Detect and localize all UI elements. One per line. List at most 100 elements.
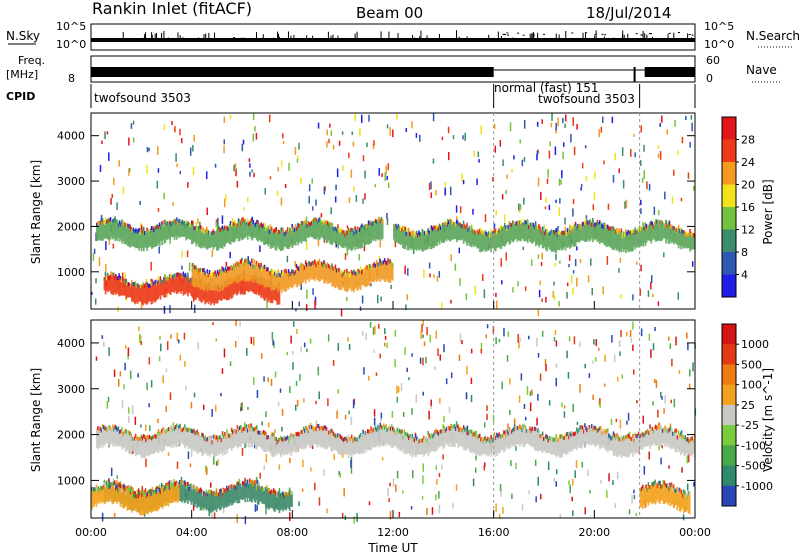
echo-speckle: [536, 150, 539, 158]
echo-band-column: [570, 434, 573, 451]
echo-band-column: [256, 279, 259, 293]
echo-speckle: [111, 482, 114, 487]
echo-band-column: [690, 233, 693, 250]
colorbar-tick-label: 16: [741, 201, 755, 214]
echo-speckle: [587, 221, 589, 226]
echo-band-column: [538, 432, 541, 451]
echo-band-column: [235, 264, 237, 282]
echo-speckle: [237, 262, 239, 267]
echo-band-column: [123, 486, 125, 509]
nsky-tick-top: 10^5: [56, 20, 86, 33]
echo-speckle: [531, 426, 534, 431]
echo-band-column: [640, 489, 643, 508]
echo-band-column: [337, 225, 339, 249]
echo-band-column: [232, 278, 235, 295]
echo-speckle: [600, 425, 602, 430]
echo-speckle: [376, 262, 379, 267]
echo-band-column: [333, 267, 336, 288]
echo-speckle: [474, 230, 476, 235]
echo-speckle: [235, 223, 237, 228]
echo-band-column: [262, 278, 265, 299]
echo-speckle: [223, 268, 226, 273]
echo-speckle: [306, 223, 308, 228]
echo-speckle: [184, 424, 186, 429]
echo-speckle: [425, 230, 427, 235]
echo-speckle: [361, 223, 363, 228]
echo-band-column: [475, 433, 478, 456]
echo-speckle: [657, 409, 659, 418]
echo-speckle: [98, 429, 100, 434]
echo-speckle: [556, 438, 559, 443]
echo-speckle: [243, 422, 246, 431]
echo-speckle: [239, 259, 242, 264]
echo-band-column: [128, 432, 130, 454]
echo-speckle: [157, 280, 159, 285]
echo-band-column: [157, 489, 160, 511]
echo-speckle: [137, 493, 140, 498]
echo-band-column: [92, 488, 94, 508]
echo-band-column: [629, 231, 632, 251]
echo-speckle: [434, 225, 436, 230]
echo-speckle: [198, 435, 201, 440]
echo-band-column: [225, 280, 228, 301]
echo-speckle: [354, 437, 356, 442]
echo-speckle: [113, 369, 116, 377]
echo-band-column: [190, 484, 193, 505]
echo-speckle: [130, 123, 133, 129]
echo-band-column: [187, 275, 189, 297]
echo-band-column: [680, 491, 683, 510]
echo-speckle: [577, 429, 579, 434]
echo-speckle: [554, 230, 556, 235]
echo-band-column: [285, 492, 288, 511]
echo-speckle: [643, 488, 645, 493]
echo-band-column: [350, 436, 353, 458]
echo-speckle: [555, 363, 558, 368]
echo-band-column: [393, 226, 395, 240]
echo-speckle: [610, 418, 613, 426]
echo-speckle: [240, 259, 243, 264]
echo-speckle: [633, 369, 635, 375]
echo-speckle: [555, 253, 557, 261]
echo-speckle: [371, 222, 374, 227]
echo-band-column: [193, 485, 196, 508]
echo-speckle: [183, 480, 186, 485]
echo-band-column: [263, 266, 266, 288]
echo-band-column: [361, 434, 363, 453]
colorbar-swatch: [722, 252, 736, 275]
echo-speckle: [256, 261, 259, 266]
echo-band-column: [483, 234, 486, 250]
echo-speckle: [538, 224, 540, 229]
echo-speckle: [385, 423, 387, 428]
echo-speckle: [118, 220, 121, 225]
echo-speckle: [139, 491, 141, 496]
echo-speckle: [381, 219, 384, 224]
echo-speckle: [428, 433, 431, 438]
echo-band-column: [395, 225, 398, 243]
echo-band-column: [430, 435, 433, 452]
echo-speckle: [132, 282, 134, 287]
echo-speckle: [572, 287, 574, 295]
echo-speckle: [127, 347, 130, 357]
echo-speckle: [664, 223, 666, 228]
echo-speckle: [441, 429, 443, 434]
echo-band-column: [469, 431, 472, 453]
echo-speckle: [213, 512, 216, 519]
echo-band-column: [129, 432, 131, 455]
echo-speckle: [435, 494, 437, 501]
echo-speckle: [333, 226, 336, 231]
echo-band-column: [197, 489, 200, 507]
echo-speckle: [435, 428, 438, 433]
echo-band-column: [542, 229, 545, 249]
echo-speckle: [238, 262, 241, 267]
nsearch-dot: [668, 32, 671, 34]
echo-band-column: [482, 439, 485, 454]
echo-speckle: [430, 433, 433, 438]
echo-band-column: [401, 431, 403, 453]
echo-speckle: [125, 223, 128, 228]
echo-speckle: [661, 484, 663, 489]
echo-speckle: [110, 428, 113, 433]
echo-speckle: [264, 223, 266, 228]
echo-band-column: [622, 437, 625, 457]
echo-band-column: [141, 436, 144, 457]
echo-speckle: [169, 220, 171, 225]
